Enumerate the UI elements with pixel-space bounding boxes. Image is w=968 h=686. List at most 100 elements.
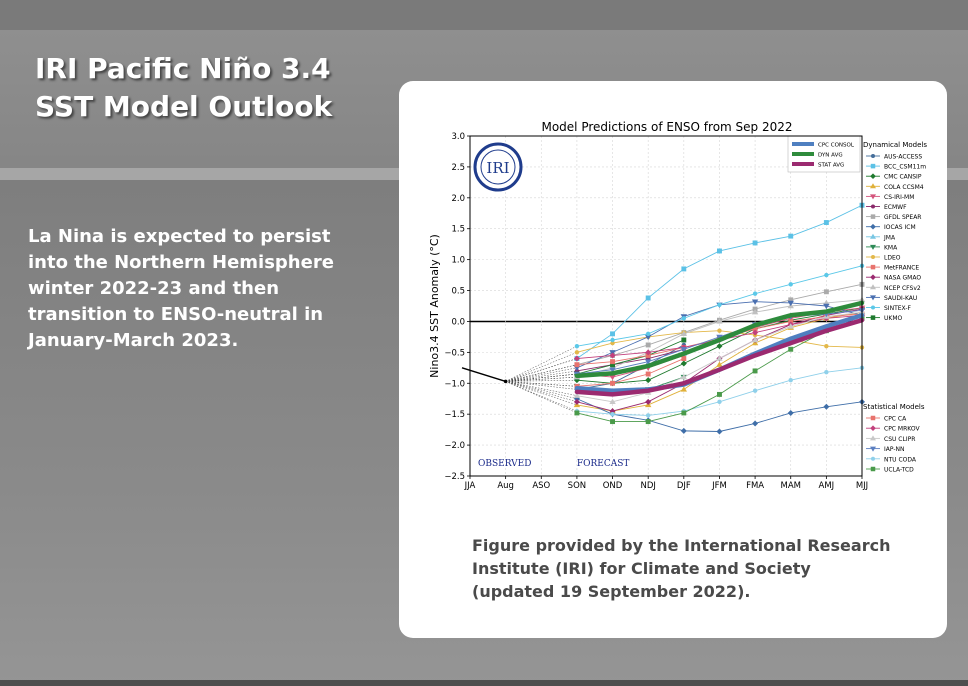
summary-line: winter 2022-23 and then: [28, 278, 280, 299]
model-point: [823, 403, 830, 410]
dyn-legend-label: LDEO: [884, 255, 901, 262]
model-point: [574, 362, 580, 368]
dyn-legend-label: JMA: [883, 234, 896, 241]
dyn-legend-label: NASA GMAO: [884, 275, 921, 282]
model-point: [680, 427, 687, 434]
dyn-legend-marker: [870, 274, 876, 280]
stat-legend-label: IAP-NN: [884, 446, 905, 453]
dyn-legend-marker: [870, 244, 876, 250]
model-point: [680, 360, 687, 367]
stat-legend-label: CSU CLIPR: [884, 436, 915, 443]
model-point: [644, 334, 652, 341]
observed-line: [461, 367, 506, 383]
y-tick-label: 1.5: [451, 225, 465, 235]
slide-title: IRI Pacific Niño 3.4 SST Model Outlook: [35, 50, 332, 126]
model-point: [823, 220, 829, 225]
model-point: [717, 328, 722, 333]
connector-line: [505, 345, 578, 382]
summary-text: La Nina is expected to persist into the …: [28, 224, 348, 354]
model-point: [752, 368, 758, 374]
model-point: [610, 419, 615, 425]
model-point: [787, 323, 794, 329]
observed-series: [461, 367, 508, 384]
model-point: [573, 355, 580, 362]
dyn-legend-marker: [870, 163, 876, 169]
summary-line: La Nina is expected to persist: [28, 226, 331, 247]
model-point: [680, 347, 688, 353]
model-series: [505, 202, 866, 435]
model-point: [681, 266, 687, 272]
y-tick-label: −2.5: [444, 472, 465, 482]
model-point: [823, 303, 830, 310]
average-series: [574, 300, 865, 397]
connector-line: [505, 381, 577, 406]
connector-line: [505, 381, 578, 414]
forecast-label: FORECAST: [577, 459, 630, 469]
model-point: [788, 377, 793, 383]
x-axis-ticks: JJA Aug ASO SON OND NDJ DJF JFM FMA MAM AMJ MJJ: [464, 476, 868, 491]
model-point: [680, 373, 688, 380]
dyn-legend-label: BCC_CSM11m: [884, 164, 926, 171]
dyn-legend-label: CS-IRI-MM: [884, 194, 914, 201]
model-line: [576, 358, 684, 387]
model-point: [610, 331, 615, 337]
model-point: [609, 374, 616, 381]
y-tick-label: −2.0: [444, 441, 465, 451]
x-tick-label: Aug: [497, 481, 514, 491]
model-point: [645, 419, 651, 425]
model-point: [717, 391, 722, 397]
model-point: [645, 371, 651, 377]
dyn-legend-label: CMC CANSIP: [884, 174, 922, 181]
x-tick-label: ASO: [532, 481, 550, 491]
model-line: [576, 344, 685, 390]
x-tick-label: NDJ: [640, 481, 655, 491]
x-tick-label: JFM: [711, 481, 727, 491]
model-point: [610, 337, 615, 343]
model-point: [610, 359, 615, 365]
model-point: [824, 369, 829, 375]
caption-line: Institute (IRI) for Climate and Society: [472, 559, 811, 578]
model-point: [645, 413, 651, 418]
model-line: [576, 339, 684, 375]
model-point: [716, 343, 723, 350]
dyn-legend-marker: [870, 233, 876, 239]
model-point: [645, 398, 652, 405]
model-point: [788, 346, 794, 352]
model-point: [716, 428, 723, 435]
stat-legend-label: NTU CODA: [884, 456, 917, 463]
x-tick-label: MAM: [780, 481, 800, 491]
model-point: [717, 248, 722, 254]
y-tick-label: −1.5: [444, 410, 465, 420]
model-point: [823, 289, 829, 295]
model-point: [680, 330, 688, 337]
model-point: [609, 367, 616, 373]
dyn-legend-label: IOCAS ICM: [884, 224, 916, 231]
stat-legend-label: UCLA-TCD: [884, 467, 914, 474]
stat-legend-marker: [870, 435, 876, 441]
legend: CPC CONSOL DYN AVG STAT AVG Dynamical Model…: [787, 135, 927, 474]
dyn-legend-label: SAUDI-KAU: [884, 295, 917, 302]
avg-legend-label: DYN AVG: [818, 153, 843, 159]
connector-line: [505, 381, 578, 412]
summary-line: transition to ENSO-neutral in: [28, 304, 324, 325]
model-point: [681, 356, 687, 361]
model-point: [610, 411, 615, 417]
dyn-legend-marker: [870, 315, 876, 320]
model-point: [574, 343, 580, 349]
x-tick-label: AMJ: [819, 481, 835, 491]
model-point: [680, 386, 688, 392]
y-axis-ticks: 3.0 2.5 2.0 1.5 1.0 0.5 0.0 −0.5 −1.0 −1.5 −2.0 −2.…: [444, 132, 470, 482]
model-point: [752, 388, 758, 393]
dynamical-legend-title: Dynamical Models: [863, 141, 927, 149]
observed-point: [503, 379, 508, 384]
model-point: [752, 240, 758, 246]
logo-inner-ring: [480, 149, 516, 185]
dyn-legend-label: NCEP CFSv2: [884, 285, 921, 292]
model-point: [681, 337, 687, 343]
model-point: [751, 308, 759, 315]
model-point: [574, 350, 580, 355]
stat-legend-label: CPC CA: [884, 416, 907, 423]
dyn-legend-marker: [870, 214, 876, 219]
chart-title: Model Predictions of ENSO from Sep 2022: [541, 120, 792, 134]
